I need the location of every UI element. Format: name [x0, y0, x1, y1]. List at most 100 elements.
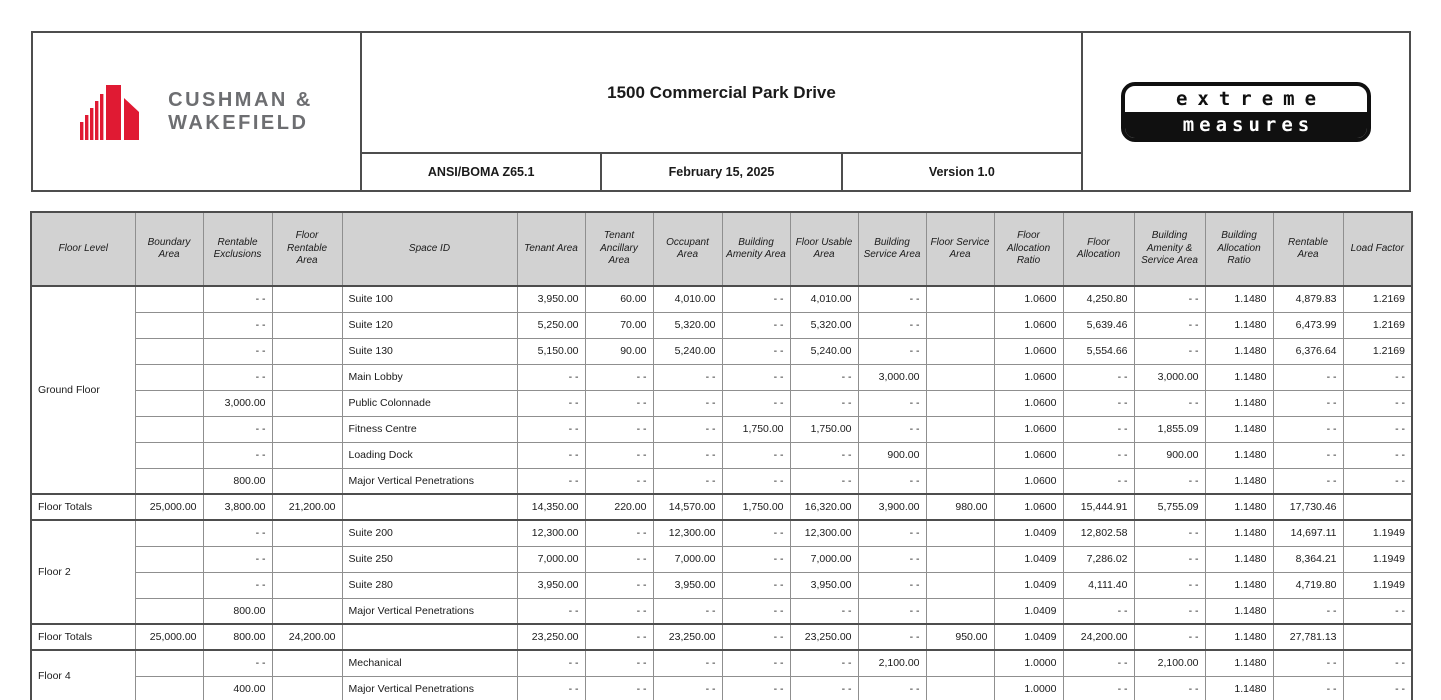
- cell-space-id: Suite 200: [341, 519, 518, 547]
- cell-load-factor: - -: [1342, 441, 1413, 469]
- cell-floor-allocation: - -: [1062, 363, 1135, 391]
- cell-rentable-exclusions: 3,800.00: [202, 493, 273, 521]
- cell-floor-allocation-ratio: 1.0600: [993, 493, 1064, 521]
- cell-tenant-ancillary-area: - -: [584, 389, 654, 417]
- cell-tenant-area: 14,350.00: [516, 493, 586, 521]
- cell-floor-allocation: 5,639.46: [1062, 311, 1135, 339]
- cell-rentable-area: 4,719.80: [1272, 571, 1344, 599]
- cell-space-id: Major Vertical Penetrations: [341, 467, 518, 495]
- cell-occupant-area: - -: [652, 675, 723, 700]
- building-title: 1500 Commercial Park Drive: [607, 82, 836, 102]
- cell-load-factor: - -: [1342, 649, 1413, 677]
- cell-building-allocation-ratio: 1.1480: [1204, 285, 1274, 313]
- cell-space-id: Loading Dock: [341, 441, 518, 469]
- cell-load-factor: 1.1949: [1342, 519, 1413, 547]
- cell-floor-usable-area: 12,300.00: [789, 519, 859, 547]
- floor-level-label: Ground Floor: [30, 285, 136, 495]
- cell-building-amenity-service-area: 1,855.09: [1133, 415, 1206, 443]
- cell-boundary-area: 25,000.00: [134, 623, 204, 651]
- cell-rentable-exclusions: 800.00: [202, 597, 273, 625]
- col-header-floor-level: Floor Level: [30, 211, 136, 287]
- cell-building-allocation-ratio: 1.1480: [1204, 545, 1274, 573]
- cell-load-factor: 1.1949: [1342, 545, 1413, 573]
- cell-rentable-area: 14,697.11: [1272, 519, 1344, 547]
- cell-building-amenity-service-area: - -: [1133, 389, 1206, 417]
- cell-building-allocation-ratio: 1.1480: [1204, 363, 1274, 391]
- cell-rentable-exclusions: - -: [202, 519, 273, 547]
- cell-load-factor: 1.2169: [1342, 285, 1413, 313]
- col-header-building-allocation-ratio: Building Allocation Ratio: [1204, 211, 1274, 287]
- cell-floor-allocation: - -: [1062, 415, 1135, 443]
- cell-building-amenity-area: 1,750.00: [721, 493, 791, 521]
- cell-building-service-area: - -: [857, 311, 927, 339]
- cell-floor-allocation-ratio: 1.0409: [993, 545, 1064, 573]
- cell-floor-usable-area: - -: [789, 389, 859, 417]
- col-header-space-id: Space ID: [341, 211, 518, 287]
- cell-building-amenity-area: - -: [721, 675, 791, 700]
- cell-floor-usable-area: 5,240.00: [789, 337, 859, 365]
- cell-building-amenity-service-area: 2,100.00: [1133, 649, 1206, 677]
- cell-rentable-exclusions: - -: [202, 415, 273, 443]
- cell-building-amenity-service-area: - -: [1133, 467, 1206, 495]
- cell-floor-allocation-ratio: 1.0409: [993, 519, 1064, 547]
- table-row: 400.00 Major Vertical Penetrations - -- --…: [31, 675, 1413, 700]
- cell-space-id: Suite 130: [341, 337, 518, 365]
- cell-tenant-ancillary-area: - -: [584, 545, 654, 573]
- cell-occupant-area: 14,570.00: [652, 493, 723, 521]
- cell-building-allocation-ratio: 1.1480: [1204, 519, 1274, 547]
- cell-building-allocation-ratio: 1.1480: [1204, 649, 1274, 677]
- cell-floor-allocation-ratio: 1.0409: [993, 597, 1064, 625]
- cell-floor-usable-area: 3,950.00: [789, 571, 859, 599]
- cell-space-id: Major Vertical Penetrations: [341, 597, 518, 625]
- col-header-floor-rentable-area: Floor Rentable Area: [271, 211, 343, 287]
- cell-space-id: Main Lobby: [341, 363, 518, 391]
- floor-totals-label: Floor Totals: [30, 623, 136, 651]
- cell-floor-service-area: [925, 285, 995, 313]
- cell-building-amenity-service-area: - -: [1133, 545, 1206, 573]
- cell-floor-rentable-area: [271, 597, 343, 625]
- cell-building-amenity-area: - -: [721, 285, 791, 313]
- cell-space-id: Mechanical: [341, 649, 518, 677]
- cell-building-amenity-service-area: - -: [1133, 311, 1206, 339]
- cell-building-amenity-area: - -: [721, 623, 791, 651]
- cell-floor-allocation: 15,444.91: [1062, 493, 1135, 521]
- cell-load-factor: - -: [1342, 389, 1413, 417]
- cell-space-id: Suite 120: [341, 311, 518, 339]
- table-row: Ground Floor - - Suite 100 3,950.00 60.00 4,0…: [30, 285, 1413, 495]
- cell-space-id: [341, 493, 518, 521]
- vendor-cell: extreme measures: [1083, 33, 1409, 190]
- cell-building-service-area: - -: [857, 389, 927, 417]
- cell-floor-allocation: 4,250.80: [1062, 285, 1135, 313]
- version-cell: Version 1.0: [928, 165, 995, 179]
- area-table: Floor Level Boundary Area Rentable Exclusi…: [30, 211, 1413, 700]
- col-header-tenant-area: Tenant Area: [516, 211, 586, 287]
- cell-floor-allocation-ratio: 1.0600: [993, 363, 1064, 391]
- col-header-floor-allocation: Floor Allocation: [1062, 211, 1135, 287]
- cell-floor-rentable-area: [271, 675, 343, 700]
- cell-occupant-area: - -: [652, 363, 723, 391]
- cell-occupant-area: 12,300.00: [652, 519, 723, 547]
- cell-building-amenity-area: - -: [721, 311, 791, 339]
- cell-building-service-area: - -: [857, 337, 927, 365]
- cell-load-factor: [1342, 623, 1413, 651]
- cell-tenant-ancillary-area: - -: [584, 363, 654, 391]
- floor-totals-label: Floor Totals: [30, 493, 136, 521]
- cell-floor-rentable-area: [271, 441, 343, 469]
- cell-load-factor: - -: [1342, 363, 1413, 391]
- table-row: - - Suite 250 7,000.00- -7,000.00- -7,000.…: [31, 545, 1413, 573]
- cell-load-factor: 1.2169: [1342, 337, 1413, 365]
- area-table-container: Floor Level Boundary Area Rentable Exclusi…: [30, 211, 1413, 700]
- cell-building-service-area: - -: [857, 415, 927, 443]
- cell-rentable-exclusions: - -: [202, 441, 273, 469]
- table-row: - - Suite 120 5,250.00 70.00 5,320.00- -5,32…: [31, 311, 1413, 339]
- cell-floor-rentable-area: [271, 337, 343, 365]
- cell-building-service-area: 900.00: [857, 441, 927, 469]
- extreme-measures-logo-top: extreme: [1175, 87, 1327, 110]
- floor-totals-row: Floor Totals 25,000.00 800.00 24,200.00 23,2…: [30, 623, 1413, 651]
- cell-rentable-area: - -: [1272, 441, 1344, 469]
- cell-floor-usable-area: - -: [789, 467, 859, 495]
- cell-floor-allocation: - -: [1062, 597, 1135, 625]
- cell-boundary-area: [134, 285, 204, 313]
- cell-rentable-exclusions: - -: [202, 363, 273, 391]
- cell-tenant-area: - -: [516, 467, 586, 495]
